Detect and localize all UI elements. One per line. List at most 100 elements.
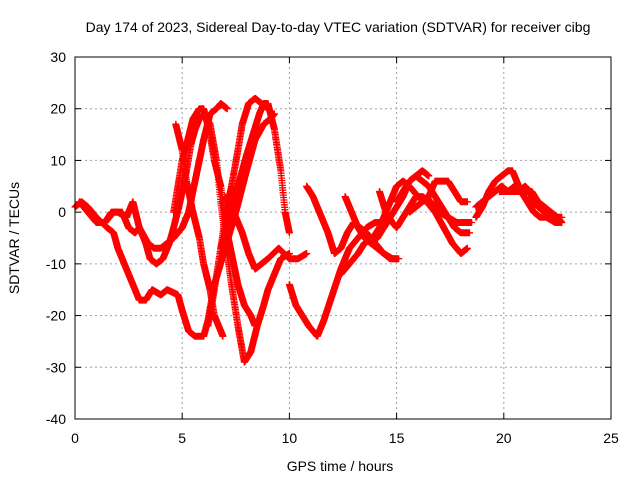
data-point	[442, 226, 445, 229]
series-track-19	[496, 182, 566, 221]
x-tick-label: 10	[282, 430, 298, 446]
data-point	[438, 210, 441, 214]
data-point	[288, 283, 291, 286]
data-point	[198, 117, 201, 121]
data-point	[232, 210, 235, 214]
data-point	[251, 133, 255, 136]
data-point	[193, 128, 197, 131]
data-point	[524, 185, 527, 188]
data-point	[153, 247, 156, 250]
data-point	[116, 247, 120, 250]
data-point	[560, 216, 563, 219]
data-point	[446, 179, 450, 183]
data-point	[384, 210, 388, 214]
data-point	[487, 195, 490, 198]
data-point	[391, 257, 394, 260]
data-point	[401, 179, 405, 183]
data-point	[474, 216, 478, 219]
data-point	[103, 221, 107, 224]
data-point	[253, 97, 257, 100]
data-point	[549, 210, 553, 214]
data-point	[500, 174, 503, 178]
data-point	[241, 231, 244, 234]
series-track-14	[375, 188, 476, 232]
data-point	[434, 195, 437, 198]
data-point	[185, 143, 188, 147]
data-point	[408, 179, 411, 183]
data-point	[374, 221, 377, 224]
data-point	[339, 273, 343, 276]
data-point	[208, 133, 212, 136]
data-point	[296, 257, 300, 260]
data-point	[446, 216, 450, 219]
data-point	[241, 123, 244, 126]
data-point	[481, 205, 484, 209]
data-point	[474, 205, 478, 209]
data-point	[191, 117, 195, 121]
data-point	[307, 324, 310, 328]
data-point	[198, 107, 201, 110]
data-point	[318, 210, 321, 214]
data-point	[339, 247, 343, 250]
data-point	[365, 226, 368, 229]
data-point	[236, 283, 240, 286]
data-point	[459, 200, 463, 203]
data-point	[247, 252, 250, 255]
data-point	[213, 288, 216, 291]
data-point	[215, 107, 218, 110]
data-point	[549, 216, 553, 219]
data-point	[243, 304, 246, 307]
data-point	[249, 314, 252, 317]
data-point	[166, 288, 169, 291]
data-point	[166, 242, 169, 245]
series-track-16	[406, 177, 471, 216]
data-point	[343, 195, 347, 198]
data-point	[125, 216, 128, 219]
data-point	[397, 257, 400, 260]
data-point	[95, 221, 98, 224]
data-point	[348, 262, 351, 266]
x-tick-label: 20	[496, 430, 512, 446]
data-point	[494, 179, 497, 183]
data-point	[243, 360, 246, 364]
data-point	[198, 159, 201, 162]
data-point	[116, 210, 120, 214]
data-point	[395, 200, 398, 203]
data-point	[78, 200, 81, 203]
data-point	[528, 190, 531, 193]
plot-frame	[74, 56, 612, 420]
data-point	[219, 185, 222, 188]
data-point	[217, 324, 220, 328]
data-point	[421, 200, 424, 203]
data-point	[427, 195, 430, 198]
x-tick-label: 0	[71, 430, 79, 446]
data-point	[363, 236, 366, 240]
data-point	[356, 252, 360, 255]
series-track-18	[472, 182, 566, 226]
data-point	[414, 195, 418, 198]
data-point	[504, 190, 508, 193]
data-point	[506, 169, 510, 172]
data-point	[395, 185, 398, 188]
data-point	[245, 154, 248, 157]
data-point	[511, 169, 514, 172]
x-tick-label: 25	[603, 430, 619, 446]
data-point	[159, 293, 162, 297]
y-tick-label: 30	[50, 49, 66, 65]
data-point	[202, 262, 205, 266]
data-point	[453, 226, 456, 229]
data-point	[365, 231, 368, 234]
series-track-13	[367, 239, 403, 263]
data-point	[348, 247, 351, 250]
y-axis-label: SDTVAR / TECUs	[6, 182, 22, 294]
data-point	[395, 226, 398, 229]
data-point	[172, 236, 175, 240]
data-point	[144, 298, 147, 302]
data-point	[459, 252, 463, 255]
data-point	[138, 226, 141, 229]
data-point	[223, 195, 227, 198]
data-point	[363, 242, 366, 245]
data-point	[273, 273, 276, 276]
data-point	[228, 216, 231, 219]
data-point	[258, 112, 261, 116]
